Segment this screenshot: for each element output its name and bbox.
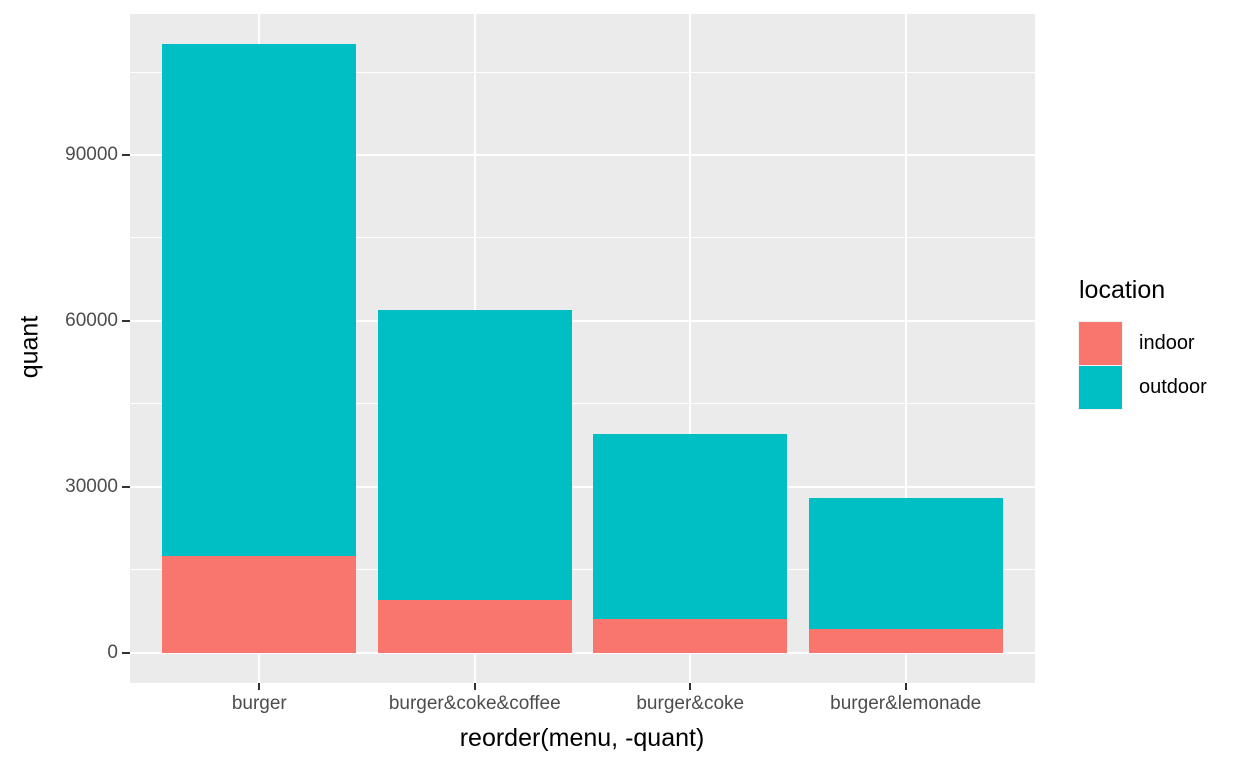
gridline-major-vertical <box>689 14 692 683</box>
y-tick-label: 90000 <box>65 143 118 165</box>
bar-segment-indoor <box>593 619 788 653</box>
bar-segment-indoor <box>162 555 357 653</box>
legend-key-indoor <box>1078 320 1123 366</box>
x-tick-mark <box>473 683 476 690</box>
x-tick-label: burger <box>231 693 287 714</box>
y-tick-mark <box>122 651 130 654</box>
gridline-major <box>130 319 1035 322</box>
legend-entries: indoor outdoor <box>1078 320 1207 410</box>
bar-segment-outdoor <box>593 434 788 620</box>
x-axis-title: reorder(menu, -quant) <box>459 724 705 752</box>
x-tick-mark <box>689 683 692 690</box>
legend-key-outdoor <box>1078 364 1123 410</box>
x-tick-label: burger&coke&coffee <box>388 693 561 714</box>
legend-entry-label: outdoor <box>1139 375 1207 398</box>
legend-title: location <box>1079 276 1166 304</box>
x-tick-mark <box>258 683 261 690</box>
bar-segment-indoor <box>377 600 572 653</box>
bar-segment-outdoor <box>377 309 572 601</box>
plot-panel <box>130 14 1035 683</box>
x-tick-label: burger&coke <box>636 693 745 714</box>
gridline-major <box>130 485 1035 488</box>
gridline-major-vertical <box>904 14 907 683</box>
y-tick-mark <box>122 319 130 322</box>
gridline-major <box>130 651 1035 654</box>
bar-segment-outdoor <box>162 44 357 556</box>
y-tick-mark <box>122 153 130 156</box>
bar-segment-outdoor <box>808 497 1003 630</box>
y-tick-label: 0 <box>107 641 118 663</box>
gridline-minor <box>130 569 1035 571</box>
y-tick-label: 30000 <box>65 475 118 497</box>
bar-segment-indoor <box>808 629 1003 653</box>
gridline-minor <box>130 403 1035 405</box>
y-tick-mark <box>122 485 130 488</box>
x-tick-label: burger&lemonade <box>830 693 982 714</box>
gridline-major <box>130 153 1035 156</box>
x-tick-mark <box>904 683 907 690</box>
legend-entry: indoor <box>1078 320 1207 366</box>
y-tick-label: 60000 <box>65 309 118 331</box>
legend-entry-label: indoor <box>1139 331 1195 354</box>
legend: location indoor outdoor <box>1078 276 1207 410</box>
gridline-minor <box>130 71 1035 73</box>
gridline-minor <box>130 237 1035 239</box>
legend-entry: outdoor <box>1078 364 1207 410</box>
